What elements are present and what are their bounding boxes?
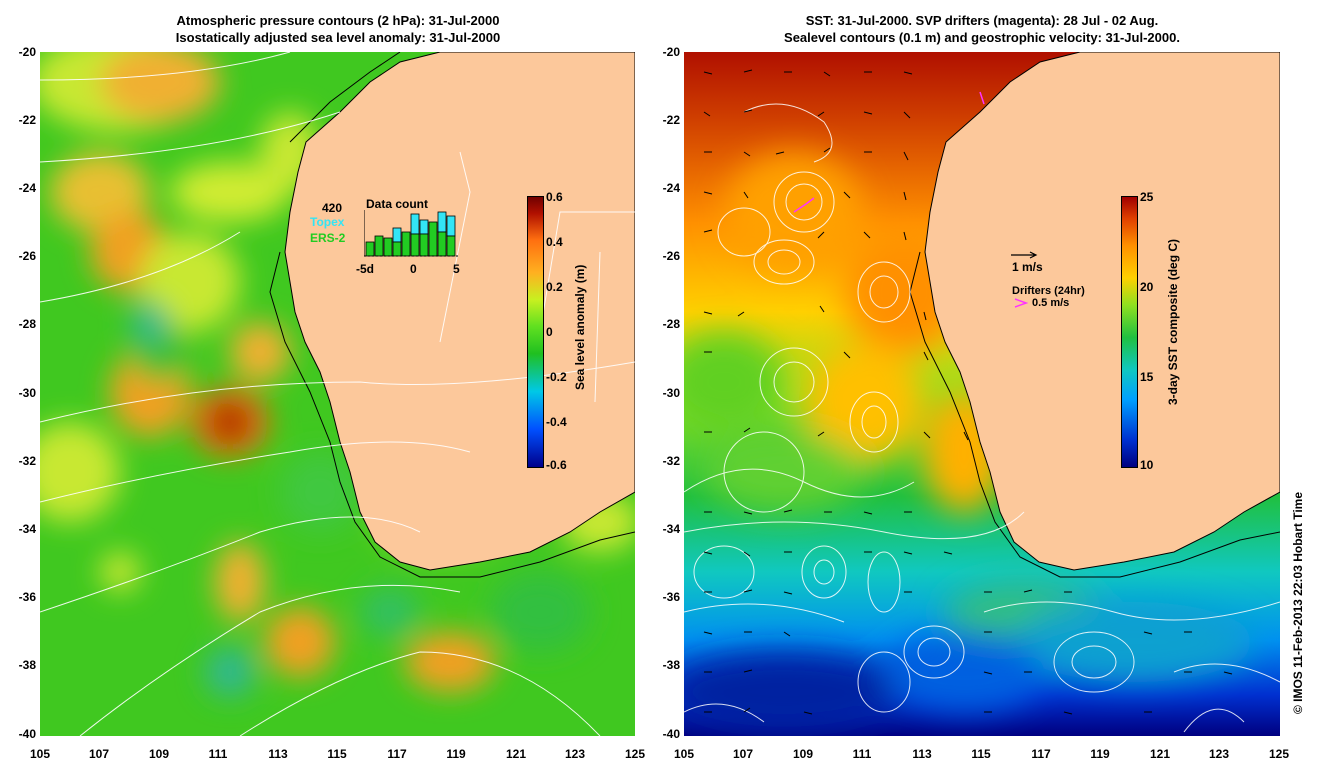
drifter-key-symbol	[1014, 298, 1028, 308]
right-ytick: -20	[662, 45, 680, 59]
left-ytick: -30	[18, 386, 36, 400]
left-xtick: 123	[564, 747, 586, 761]
right-ytick: -24	[662, 181, 680, 195]
histogram-bars	[365, 211, 456, 257]
left-ytick: -34	[18, 522, 36, 536]
left-xtick: 115	[327, 747, 347, 761]
geostrophic-velocity-arrows	[703, 69, 1233, 715]
histogram-tick-5: 5	[453, 262, 460, 276]
right-ytick: -22	[662, 113, 680, 127]
sst-cbar-tick-0: 25	[1140, 190, 1154, 204]
left-ytick: -32	[18, 454, 36, 468]
sla-field	[40, 52, 635, 697]
right-xtick: 121	[1149, 747, 1171, 761]
right-title: SST: 31-Jul-2000. SVP drifters (magenta)…	[684, 12, 1280, 46]
left-title-line2: Isostatically adjusted sea level anomaly…	[175, 30, 501, 45]
sla-cbar-tick-5: -0.4	[546, 415, 567, 429]
left-title-line1: Atmospheric pressure contours (2 hPa): 3…	[176, 13, 500, 28]
left-xtick: 119	[446, 747, 466, 761]
sst-cbar-tick-1: 20	[1140, 280, 1154, 294]
sla-colorbar	[527, 196, 544, 468]
right-xtick: 111	[852, 747, 872, 761]
left-xtick: 107	[88, 747, 110, 761]
sst-cbar-tick-3: 10	[1140, 458, 1154, 472]
pressure-contours	[40, 52, 635, 736]
histogram-tick-minus5: -5d	[356, 262, 374, 276]
velocity-key-label: 1 m/s	[1012, 260, 1043, 274]
data-count-total: 420	[322, 201, 343, 215]
right-ytick: -36	[662, 590, 680, 604]
australia-land-left	[284, 52, 635, 571]
right-ytick: -34	[662, 522, 680, 536]
australia-land-right	[924, 52, 1280, 571]
left-ytick: -20	[18, 45, 36, 59]
left-xtick: 117	[387, 747, 407, 761]
drifter-track-2	[979, 91, 985, 105]
right-xtick: 109	[792, 747, 814, 761]
drifters-label: Drifters (24hr)	[1012, 285, 1085, 297]
sla-cbar-tick-3: 0	[546, 325, 553, 339]
left-xtick: 111	[208, 747, 228, 761]
sea-level-anomaly-map[interactable]	[40, 52, 635, 736]
right-xtick: 115	[971, 747, 991, 761]
right-ytick: -28	[662, 317, 680, 331]
sla-map-svg	[40, 52, 635, 736]
right-xtick: 119	[1090, 747, 1110, 761]
sla-cbar-tick-4: -0.2	[546, 370, 567, 384]
sla-cbar-tick-2: 0.2	[546, 280, 563, 294]
data-count-histogram	[364, 210, 459, 257]
copyright-text: © IMOS 11-Feb-2013 22:03 Hobart Time	[1291, 491, 1305, 715]
left-xtick: 113	[268, 747, 288, 761]
right-title-line2: Sealevel contours (0.1 m) and geostrophi…	[784, 30, 1180, 45]
sst-colorbar-label: 3-day SST composite (deg C)	[1166, 238, 1180, 405]
left-xtick: 109	[148, 747, 170, 761]
right-xtick: 117	[1031, 747, 1051, 761]
left-ytick: -24	[18, 181, 36, 195]
velocity-key-arrow	[1011, 251, 1038, 259]
sla-cbar-tick-6: -0.6	[546, 458, 567, 472]
left-ytick: -38	[18, 658, 36, 672]
right-ytick: -38	[662, 658, 680, 672]
right-ytick: -32	[662, 454, 680, 468]
left-title: Atmospheric pressure contours (2 hPa): 3…	[40, 12, 636, 46]
left-ytick: -36	[18, 590, 36, 604]
left-xtick: 125	[624, 747, 646, 761]
sst-colorbar	[1121, 196, 1138, 468]
sla-cbar-tick-1: 0.4	[546, 235, 563, 249]
sla-colorbar-label: Sea level anomaly (m)	[573, 264, 587, 390]
right-xtick: 107	[732, 747, 754, 761]
sst-map[interactable]	[684, 52, 1280, 736]
data-count-topex-label: Topex	[310, 215, 345, 229]
data-count-title: Data count	[366, 197, 429, 211]
right-xtick: 123	[1208, 747, 1230, 761]
right-ytick: -40	[662, 727, 680, 741]
drifter-track	[793, 197, 815, 213]
left-xtick: 121	[505, 747, 527, 761]
drifters-speed: 0.5 m/s	[1032, 297, 1070, 309]
right-xtick: 125	[1268, 747, 1290, 761]
right-title-line1: SST: 31-Jul-2000. SVP drifters (magenta)…	[805, 13, 1159, 28]
left-ytick: -26	[18, 249, 36, 263]
histogram-tick-0: 0	[410, 262, 417, 276]
left-ytick: -40	[18, 727, 36, 741]
sst-cbar-tick-2: 15	[1140, 370, 1154, 384]
right-ytick: -26	[662, 249, 680, 263]
left-ytick: -28	[18, 317, 36, 331]
right-xtick: 105	[673, 747, 695, 761]
sla-cbar-tick-0: 0.6	[546, 190, 563, 204]
right-ytick: -30	[662, 386, 680, 400]
data-count-ers2-label: ERS-2	[310, 231, 346, 245]
sst-map-svg	[684, 52, 1280, 736]
left-ytick: -22	[18, 113, 36, 127]
sealevel-contours	[684, 103, 1280, 733]
right-xtick: 113	[912, 747, 932, 761]
left-xtick: 105	[29, 747, 51, 761]
sst-field	[684, 152, 1254, 732]
